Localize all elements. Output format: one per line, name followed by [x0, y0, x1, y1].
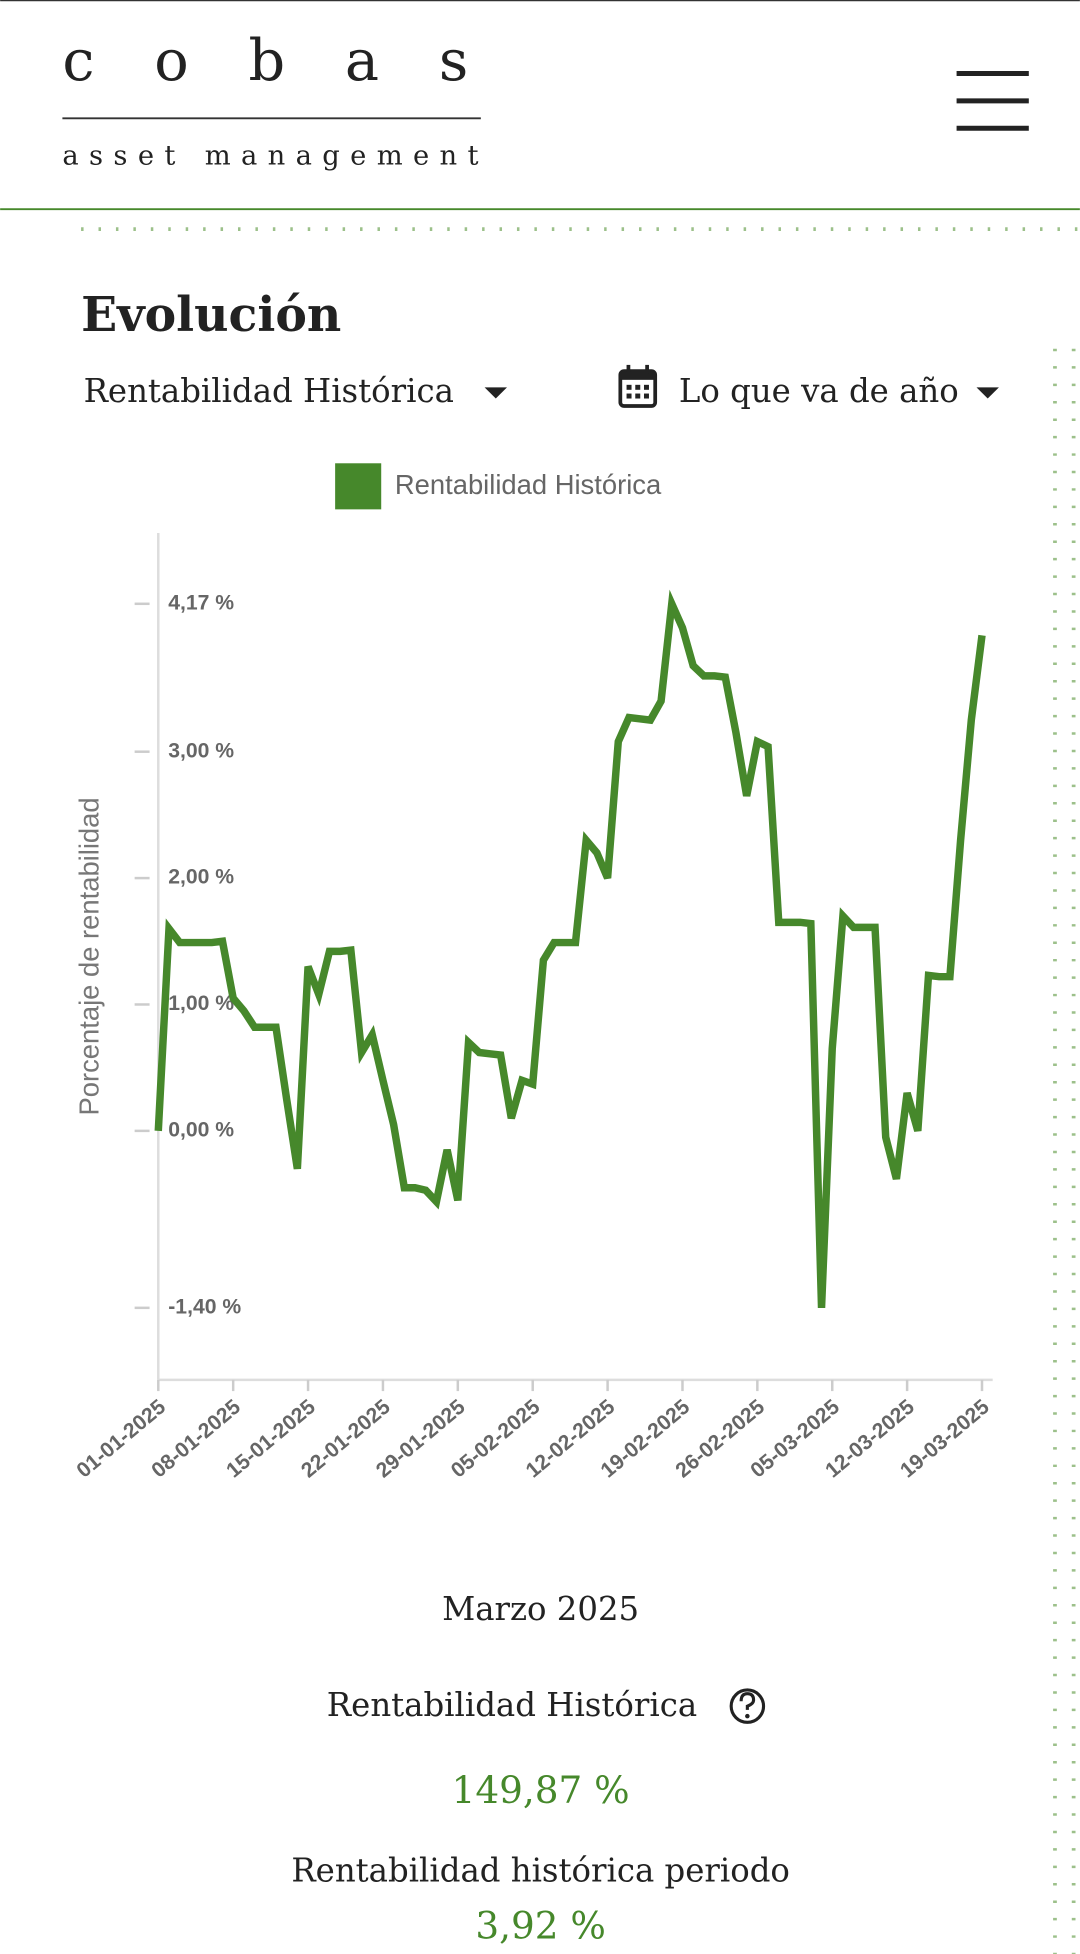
summary-period-value: 3,92 %	[475, 1904, 606, 1948]
data-line	[154, 589, 986, 1308]
legend-label: Rentabilidad Histórica	[395, 469, 662, 500]
section-title: Evolución	[81, 288, 341, 343]
summary-period-label: Rentabilidad histórica periodo	[291, 1852, 790, 1890]
legend-swatch	[335, 463, 382, 510]
y-axis-title: Porcentaje de rentabilidad	[73, 797, 104, 1115]
y-tick-label: -1,40 %	[168, 1295, 241, 1318]
summary-total-value: 149,87 %	[452, 1768, 630, 1812]
period-dropdown[interactable]: Lo que va de año	[679, 372, 959, 410]
summary-month: Marzo 2025	[442, 1590, 639, 1628]
y-tick-label: 1,00 %	[168, 992, 234, 1015]
summary-total-label: Rentabilidad Histórica	[327, 1686, 697, 1724]
chart: Rentabilidad Histórica Porcentaje de rent…	[72, 463, 994, 1482]
y-tick-label: 0,00 %	[168, 1118, 234, 1141]
menu-button[interactable]	[956, 70, 1029, 131]
dropdown-caret	[976, 387, 999, 399]
metric-dropdown[interactable]: Rentabilidad Histórica	[84, 372, 454, 410]
help-icon[interactable]	[729, 1688, 766, 1724]
calendar-icon	[618, 364, 658, 408]
dropdown-caret	[484, 387, 507, 399]
y-tick-label: 2,00 %	[168, 866, 234, 889]
logo-tagline: asset management	[62, 140, 488, 171]
logo[interactable]: cobas	[62, 27, 528, 94]
y-tick-label: 4,17 %	[168, 591, 234, 614]
y-tick-label: 3,00 %	[168, 739, 234, 762]
